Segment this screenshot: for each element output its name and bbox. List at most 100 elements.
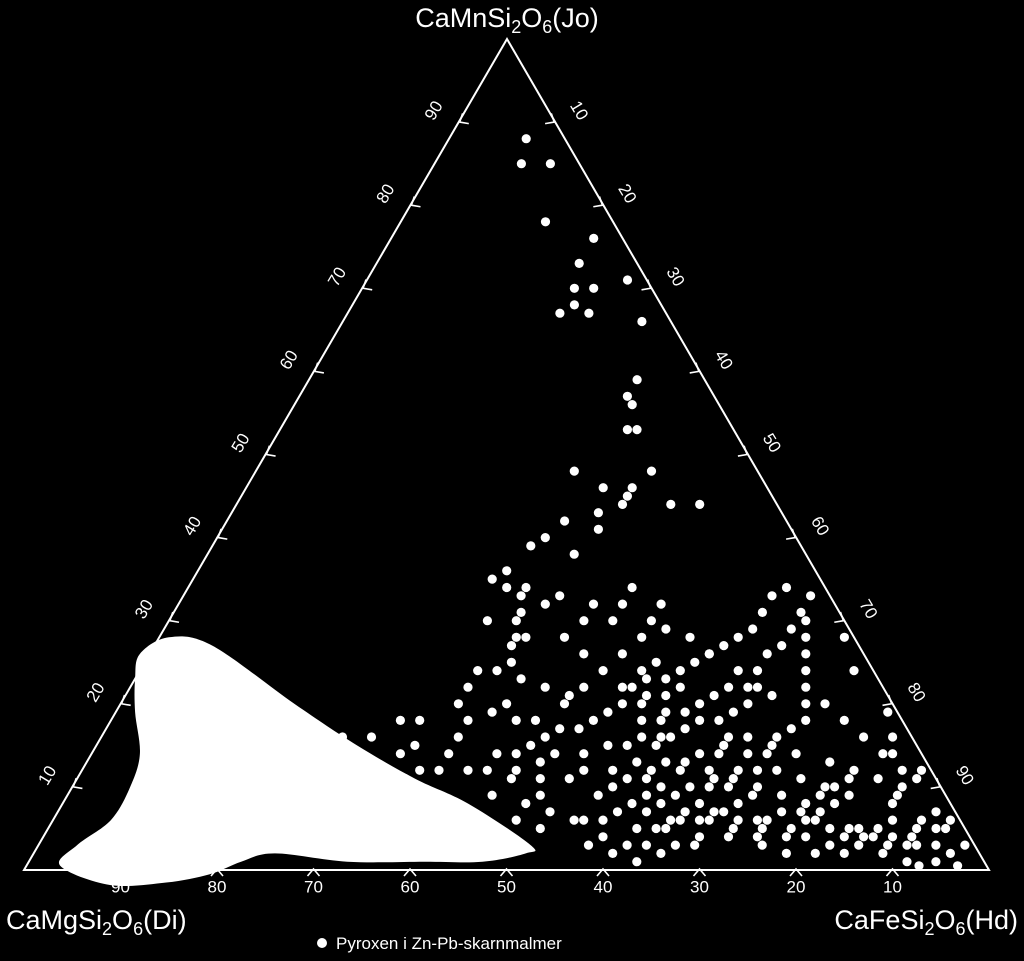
tick-label-di-60: 60 [401, 877, 420, 896]
data-point-51 [559, 632, 570, 642]
data-point-24 [666, 499, 676, 509]
data-point-191 [762, 749, 772, 759]
data-point-281 [598, 832, 608, 842]
data-point-21 [598, 483, 608, 493]
data-point-39 [506, 641, 517, 651]
data-point-265 [844, 823, 854, 834]
legend: Pyroxen i Zn-Pb-skarnmalmer [317, 934, 562, 953]
tick-label-di-90: 90 [111, 877, 130, 896]
tick-jo-40 [217, 528, 228, 540]
data-point-131 [854, 840, 864, 850]
data-point-249 [912, 774, 922, 784]
tick-di-30 [692, 867, 707, 877]
data-point-56 [656, 715, 666, 726]
data-point-298 [690, 657, 700, 667]
data-point-7 [589, 283, 599, 293]
tick-jo-20 [120, 694, 131, 707]
data-point-277 [666, 815, 676, 825]
tick-hd-40 [689, 362, 700, 374]
tick-jo-40-mark [217, 528, 228, 540]
data-point-219 [410, 740, 420, 751]
data-point-264 [854, 823, 864, 834]
tick-jo-80 [410, 196, 421, 208]
data-point-256 [941, 823, 951, 834]
data-point-98 [646, 616, 657, 626]
data-point-159 [931, 823, 941, 834]
data-point-222 [535, 823, 545, 834]
data-point-236 [743, 682, 753, 692]
data-point-54 [617, 682, 628, 692]
data-point-229 [637, 732, 647, 742]
data-point-274 [709, 807, 719, 817]
data-point-279 [641, 840, 652, 850]
data-point-302 [748, 624, 758, 634]
data-point-111 [733, 666, 743, 676]
tick-hd-20 [593, 196, 604, 208]
data-point-154 [945, 848, 956, 859]
tick-label-di-20: 20 [787, 877, 806, 896]
tick-hd-40-mark [689, 362, 700, 374]
tick-hd-80-mark [882, 694, 893, 707]
data-point-270 [777, 807, 787, 817]
data-point-185 [661, 757, 671, 767]
tick-di-80 [210, 867, 224, 877]
data-point-99 [656, 599, 666, 609]
data-point-169 [685, 782, 695, 792]
tick-jo-30 [168, 611, 180, 624]
data-point-259 [907, 832, 917, 842]
data-point-108 [661, 624, 671, 634]
data-point-128 [786, 823, 796, 834]
data-point-164 [801, 798, 811, 809]
tick-hd-30 [641, 279, 652, 291]
data-point-20 [627, 483, 637, 493]
data-point-28 [593, 524, 604, 534]
data-point-146 [887, 798, 898, 809]
data-point-272 [757, 823, 767, 834]
data-point-71 [656, 782, 666, 792]
data-point-207 [463, 682, 473, 692]
data-point-209 [453, 732, 463, 742]
data-point-139 [757, 840, 767, 850]
data-point-52 [579, 649, 589, 659]
tick-di-10 [885, 867, 900, 877]
tick-di-40 [596, 867, 610, 877]
data-point-238 [762, 649, 772, 659]
tick-hd-30-mark [641, 279, 652, 291]
data-point-44 [530, 715, 541, 726]
data-point-217 [366, 732, 377, 742]
data-point-247 [888, 749, 898, 759]
data-point-142 [839, 848, 849, 859]
data-point-138 [781, 832, 792, 842]
tick-jo-10-mark [72, 777, 83, 790]
data-point-168 [709, 774, 719, 784]
data-point-29 [540, 533, 550, 543]
vertex-label-hd: CaFeSi2O6(Hd) [834, 905, 1018, 939]
data-point-85 [675, 815, 685, 825]
data-point-1 [516, 159, 527, 169]
data-point-227 [622, 774, 632, 784]
data-point-176 [694, 815, 705, 825]
data-point-149 [873, 774, 883, 784]
data-point-93 [675, 682, 685, 692]
data-point-132 [878, 848, 888, 859]
data-point-275 [704, 815, 714, 825]
tick-jo-50 [265, 445, 276, 457]
data-point-266 [839, 832, 849, 842]
data-point-210 [444, 749, 454, 759]
data-point-199 [801, 632, 811, 642]
data-point-263 [868, 832, 878, 842]
tick-di-20 [789, 867, 803, 877]
data-point-170 [670, 790, 681, 800]
data-point-2 [545, 159, 556, 169]
tick-jo-80-mark [410, 196, 421, 208]
data-point-75 [598, 815, 608, 825]
data-point-113 [767, 690, 777, 701]
data-point-70 [482, 765, 492, 775]
data-point-16 [632, 425, 642, 435]
data-point-12 [637, 316, 647, 327]
data-point-304 [767, 591, 777, 601]
data-point-240 [786, 624, 796, 634]
data-point-25 [617, 499, 628, 509]
data-point-202 [564, 690, 574, 701]
di-rich-region [58, 636, 536, 887]
